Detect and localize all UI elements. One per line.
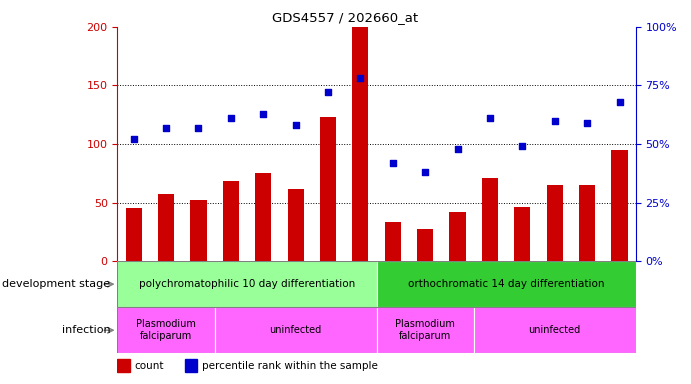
Point bbox=[160, 124, 171, 131]
Point bbox=[290, 122, 301, 128]
Bar bbox=[417, 230, 433, 261]
Text: orthochromatic 14 day differentiation: orthochromatic 14 day differentiation bbox=[408, 279, 605, 289]
Bar bbox=[482, 178, 498, 261]
Point bbox=[582, 120, 593, 126]
Bar bbox=[185, 359, 198, 372]
Point bbox=[258, 111, 269, 117]
Bar bbox=[117, 359, 129, 372]
Point bbox=[193, 124, 204, 131]
Bar bbox=[223, 182, 239, 261]
Bar bbox=[320, 117, 336, 261]
Bar bbox=[255, 173, 272, 261]
Bar bbox=[474, 307, 636, 353]
Point bbox=[355, 75, 366, 81]
Point bbox=[614, 99, 625, 105]
Bar bbox=[514, 207, 531, 261]
Bar bbox=[158, 194, 174, 261]
Bar bbox=[287, 189, 304, 261]
Point bbox=[225, 115, 236, 121]
Bar bbox=[190, 200, 207, 261]
Text: infection: infection bbox=[62, 325, 111, 335]
Text: development stage: development stage bbox=[3, 279, 111, 289]
Bar bbox=[117, 261, 377, 307]
Point bbox=[484, 115, 495, 121]
Point bbox=[549, 118, 560, 124]
Bar bbox=[126, 209, 142, 261]
Bar bbox=[385, 222, 401, 261]
Text: polychromatophilic 10 day differentiation: polychromatophilic 10 day differentiatio… bbox=[139, 279, 355, 289]
Point bbox=[452, 146, 463, 152]
Text: uninfected: uninfected bbox=[529, 325, 581, 335]
Bar bbox=[579, 185, 595, 261]
Bar bbox=[215, 307, 377, 353]
Point bbox=[517, 143, 528, 149]
Bar bbox=[547, 185, 563, 261]
Point bbox=[387, 160, 398, 166]
Bar bbox=[377, 307, 474, 353]
Text: GDS4557 / 202660_at: GDS4557 / 202660_at bbox=[272, 12, 419, 25]
Text: Plasmodium
falciparum: Plasmodium falciparum bbox=[395, 319, 455, 341]
Text: count: count bbox=[134, 361, 164, 371]
Text: Plasmodium
falciparum: Plasmodium falciparum bbox=[136, 319, 196, 341]
Text: uninfected: uninfected bbox=[269, 325, 322, 335]
Bar bbox=[449, 212, 466, 261]
Point bbox=[419, 169, 430, 175]
Bar bbox=[612, 150, 627, 261]
Point bbox=[128, 136, 139, 142]
Bar bbox=[377, 261, 636, 307]
Bar bbox=[117, 307, 215, 353]
Point bbox=[323, 89, 334, 96]
Text: percentile rank within the sample: percentile rank within the sample bbox=[202, 361, 378, 371]
Bar bbox=[352, 27, 368, 261]
